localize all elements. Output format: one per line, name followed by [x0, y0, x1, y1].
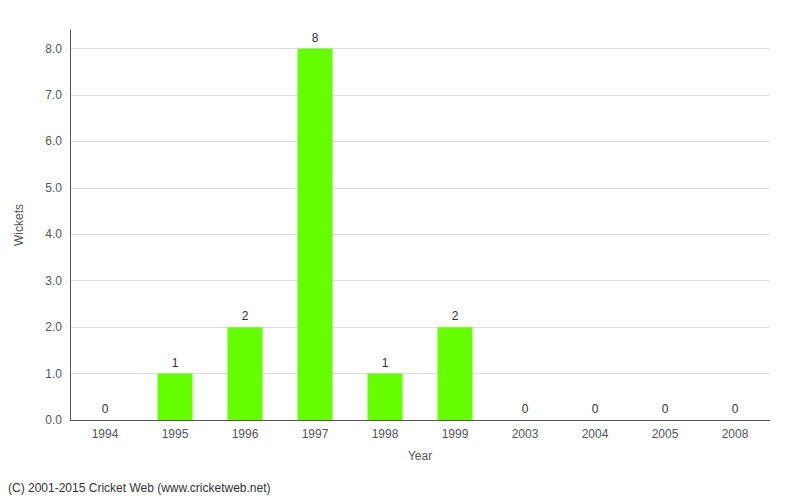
svg-text:1996: 1996	[232, 427, 259, 441]
svg-text:Year: Year	[408, 449, 432, 463]
svg-text:1998: 1998	[372, 427, 399, 441]
svg-text:1999: 1999	[442, 427, 469, 441]
svg-text:2: 2	[242, 309, 249, 323]
svg-text:0: 0	[522, 402, 529, 416]
svg-text:6.0: 6.0	[45, 134, 62, 148]
svg-text:2: 2	[452, 309, 459, 323]
svg-text:2005: 2005	[652, 427, 679, 441]
svg-text:8.0: 8.0	[45, 42, 62, 56]
svg-text:2003: 2003	[512, 427, 539, 441]
svg-text:1.0: 1.0	[45, 367, 62, 381]
svg-text:0: 0	[592, 402, 599, 416]
svg-text:1: 1	[382, 356, 389, 370]
svg-text:7.0: 7.0	[45, 88, 62, 102]
svg-text:Wickets: Wickets	[12, 204, 26, 246]
svg-text:2.0: 2.0	[45, 320, 62, 334]
svg-text:1997: 1997	[302, 427, 329, 441]
svg-text:5.0: 5.0	[45, 181, 62, 195]
svg-text:0.0: 0.0	[45, 413, 62, 427]
svg-text:0: 0	[102, 402, 109, 416]
svg-text:3.0: 3.0	[45, 274, 62, 288]
svg-text:0: 0	[662, 402, 669, 416]
svg-text:8: 8	[312, 31, 319, 45]
svg-text:1995: 1995	[162, 427, 189, 441]
svg-text:4.0: 4.0	[45, 227, 62, 241]
svg-text:0: 0	[732, 402, 739, 416]
svg-text:1: 1	[172, 356, 179, 370]
svg-text:2004: 2004	[582, 427, 609, 441]
svg-text:1994: 1994	[92, 427, 119, 441]
svg-text:(C) 2001-2015 Cricket Web (www: (C) 2001-2015 Cricket Web (www.cricketwe…	[8, 481, 271, 495]
svg-text:2008: 2008	[722, 427, 749, 441]
